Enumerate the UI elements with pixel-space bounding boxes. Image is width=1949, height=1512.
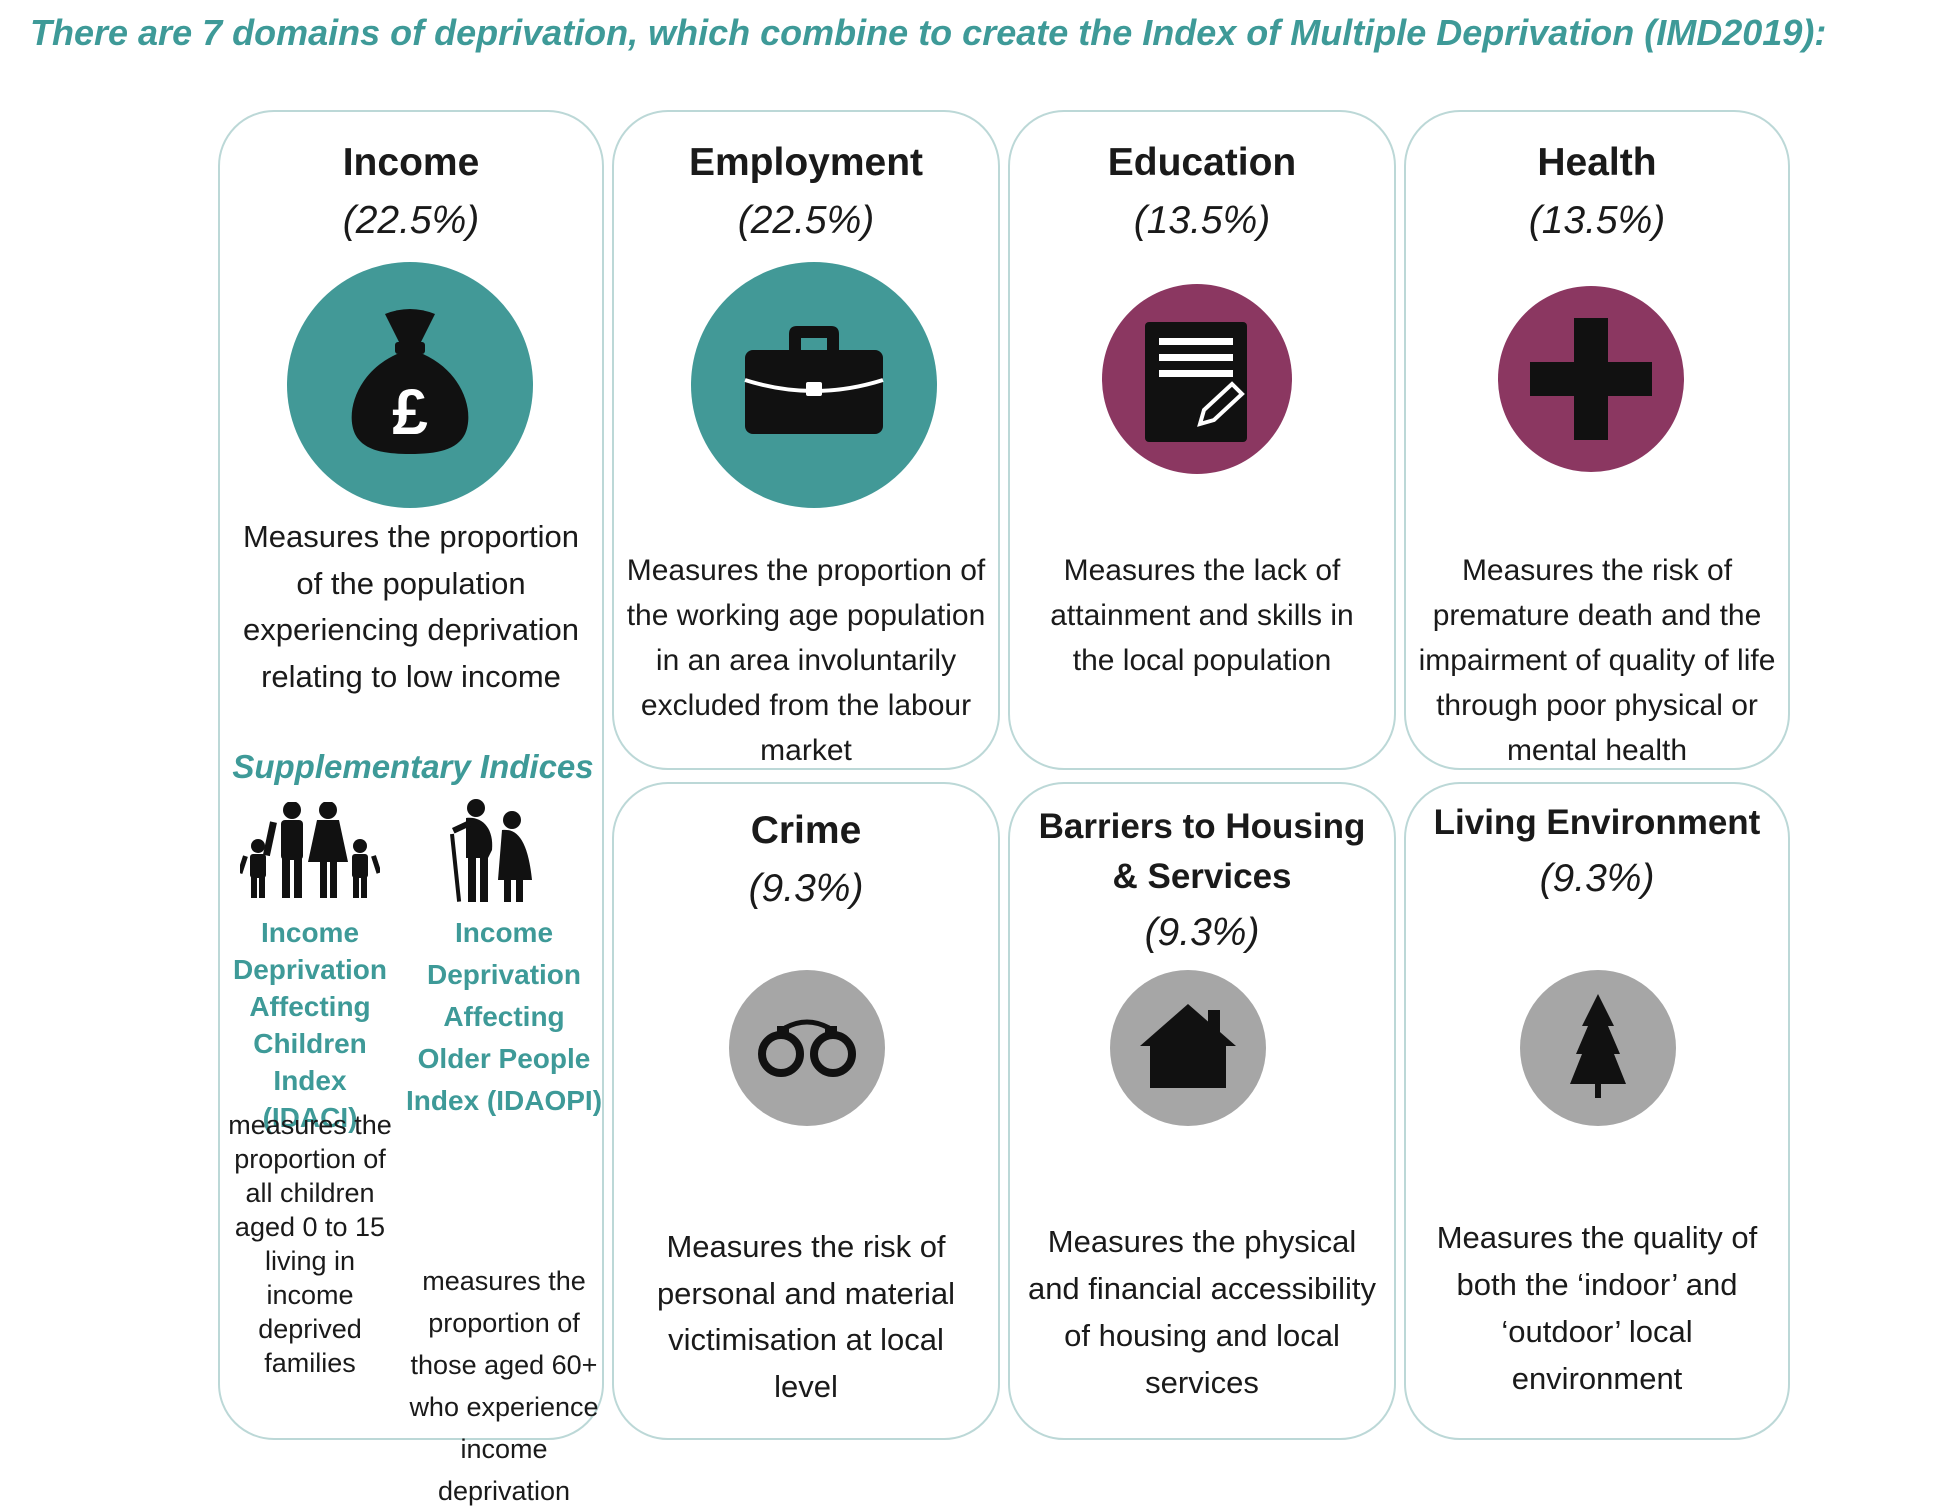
income-weight: (22.5%) <box>342 199 480 242</box>
employment-card: Employment (22.5%) Measures the proporti… <box>612 110 1000 770</box>
employment-title: Employment <box>688 141 924 184</box>
living-environment-title: Living Environment <box>1433 803 1761 842</box>
living-environment-description: Measures the quality of both the ‘indoor… <box>1436 1220 1758 1396</box>
living-environment-card: Living Environment (9.3%) Measures the q… <box>1404 782 1790 1440</box>
health-description: Measures the risk of premature death and… <box>1418 554 1776 767</box>
supplementary-indices-title: Supplementary Indices <box>232 748 594 785</box>
barriers-title-line1: Barriers to Housing <box>1038 807 1366 846</box>
barriers-card: Barriers to Housing & Services (9.3%) Me… <box>1008 782 1396 1440</box>
medical-cross-icon <box>1498 286 1684 472</box>
education-card: Education (13.5%) Measures the lack of a… <box>1008 110 1396 770</box>
house-icon <box>1110 970 1266 1126</box>
crime-weight: (9.3%) <box>748 867 864 910</box>
idaci-name: Income Deprivation Affecting Children In… <box>232 917 388 1133</box>
crime-title: Crime <box>750 809 862 852</box>
idaci-description: measures the proportion of all children … <box>228 1110 392 1378</box>
health-weight: (13.5%) <box>1528 199 1666 242</box>
education-weight: (13.5%) <box>1133 199 1271 242</box>
barriers-weight: (9.3%) <box>1144 911 1260 954</box>
idaopi-description: measures the proportion of those aged 60… <box>409 1266 599 1506</box>
barriers-description: Measures the physical and financial acce… <box>1027 1224 1377 1400</box>
briefcase-icon <box>691 262 937 508</box>
education-description: Measures the lack of attainment and skil… <box>1050 554 1354 677</box>
income-description: Measures the proportion of the populatio… <box>242 519 580 694</box>
notepad-pencil-icon <box>1102 284 1292 474</box>
handcuffs-icon <box>729 970 885 1126</box>
tree-icon <box>1520 970 1676 1126</box>
living-environment-weight: (9.3%) <box>1539 857 1655 900</box>
employment-description: Measures the proportion of the working a… <box>626 554 986 767</box>
barriers-title-line2: & Services <box>1112 857 1292 896</box>
money-bag-pound-icon: £ <box>287 262 533 508</box>
income-title: Income <box>342 141 480 184</box>
crime-card: Crime (9.3%) Measures the risk of person… <box>612 782 1000 1440</box>
income-card: Income (22.5%) £ Measures the proportion… <box>218 110 604 1506</box>
idaopi-name: Income Deprivation Affecting Older Peopl… <box>406 917 603 1116</box>
svg-text:£: £ <box>392 376 428 448</box>
health-card: Health (13.5%) Measures the risk of prem… <box>1404 110 1790 770</box>
health-title: Health <box>1537 141 1657 184</box>
education-title: Education <box>1107 141 1297 184</box>
family-icon <box>240 802 380 898</box>
employment-weight: (22.5%) <box>737 199 875 242</box>
page-title: There are 7 domains of deprivation, whic… <box>30 12 1827 53</box>
older-people-icon <box>450 799 532 902</box>
crime-description: Measures the risk of personal and materi… <box>656 1229 956 1404</box>
